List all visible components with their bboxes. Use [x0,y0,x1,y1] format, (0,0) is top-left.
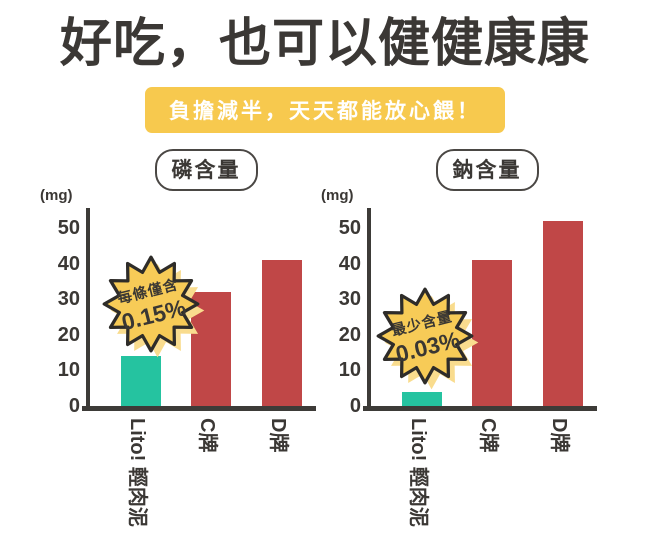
starburst-icon [376,287,479,390]
y-tick-label: 50 [338,217,361,239]
page-title: 好吃，也可以健健康康 [59,15,590,73]
chart-title-row: 磷含量 [86,149,326,191]
y-tick-label: 10 [338,359,361,382]
chart-title-badge: 鈉含量 [435,149,539,191]
plot-area: 0 10 20 30 40 50 每條僅含 0.15% [58,208,316,417]
y-tick-label: 10 [57,359,80,382]
y-tick-label: 20 [57,323,80,346]
y-tick-label: 40 [338,252,361,275]
x-axis-labels: Lito! 輕肉泥 C牌 D牌 [367,406,595,527]
x-category-label: C牌 [196,418,218,453]
promo-page: 好吃，也可以健健康康 負擔減半，天天都能放心餵！ 磷含量 (mg) 0 10 20 3… [0,12,650,533]
bar-C牌 [472,260,512,406]
chart-sodium: 鈉含量 (mg) 0 10 20 30 40 50 最少含量 0.03% Lito! [315,149,607,527]
banner-ribbon: 負擔減半，天天都能放心餵！ [145,87,505,133]
bar-D牌 [543,220,583,406]
bar-Lito! 輕肉泥 [121,356,161,406]
charts-row: 磷含量 (mg) 0 10 20 30 40 50 每條僅含 0.15% Lito! [0,149,650,527]
x-category-label: Lito! 輕肉泥 [407,418,429,527]
y-tick-label: 0 [349,395,361,417]
y-tick-label: 30 [57,288,80,311]
chart-title-badge: 磷含量 [154,149,258,191]
y-tick-label: 20 [338,323,361,346]
y-tick-label: 50 [57,217,80,239]
bar-D牌 [262,260,302,406]
x-category-label: D牌 [548,418,570,453]
x-axis-labels: Lito! 輕肉泥 C牌 D牌 [86,406,314,527]
unit-label: (mg) [321,187,354,204]
x-category-label: Lito! 輕肉泥 [126,418,148,527]
y-tick-label: 30 [338,288,361,311]
starburst-icon [102,255,205,358]
plot-area: 0 10 20 30 40 50 最少含量 0.03% [339,208,597,417]
starburst-badge: 每條僅含 0.15% [93,246,209,362]
starburst-badge: 最少含量 0.03% [367,278,483,394]
chart-phosphorus: 磷含量 (mg) 0 10 20 30 40 50 每條僅含 0.15% Lito! [34,149,326,527]
bar-Lito! 輕肉泥 [402,391,442,406]
x-category-label: C牌 [477,418,499,453]
chart-title-row: 鈉含量 [367,149,607,191]
unit-label: (mg) [40,187,73,204]
y-tick-label: 0 [68,395,80,417]
x-category-label: D牌 [267,418,289,453]
y-tick-label: 40 [57,252,80,275]
